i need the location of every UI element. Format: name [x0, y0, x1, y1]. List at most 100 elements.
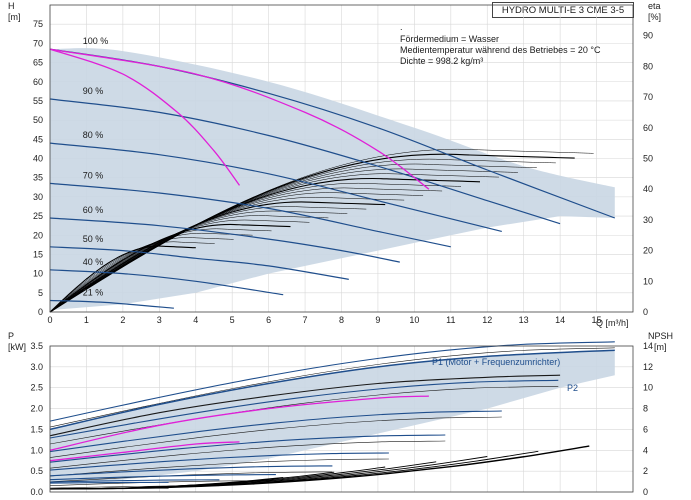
y2-tick-label: 40 [643, 184, 653, 194]
y-tick-label: 30 [33, 192, 43, 202]
p2-speed-curve-60 [49, 458, 389, 477]
speed-label: 70 % [83, 170, 104, 180]
p1-speed-curve-80 [49, 410, 502, 453]
y2-tick-label: 4 [643, 445, 648, 455]
p2-speed-curve-100 [49, 347, 615, 428]
y2-axis-label-eta: eta [648, 1, 661, 11]
y-tick-label: 5 [38, 288, 43, 298]
y-tick-label: 0.0 [30, 487, 43, 497]
speed-label: 50 % [83, 234, 104, 244]
y2-tick-label: 10 [643, 383, 653, 393]
y-tick-label: 45 [33, 134, 43, 144]
y2-tick-label: 80 [643, 61, 653, 71]
p1-speed-curve-70 [49, 434, 446, 463]
efficiency-curve [49, 210, 348, 313]
y-tick-label: 10 [33, 269, 43, 279]
p1-speed-curve-40 [49, 474, 276, 481]
operating-envelope [50, 48, 615, 311]
y-tick-label: 20 [33, 230, 43, 240]
x-tick-label: 7 [303, 315, 308, 325]
y2-tick-label: 0 [643, 307, 648, 317]
y-tick-label: 75 [33, 19, 43, 29]
p1-speed-curve-90 [49, 379, 559, 439]
top-plot-frame [49, 4, 634, 313]
y2-tick-label: 8 [643, 404, 648, 414]
y-tick-label: 2.0 [30, 404, 43, 414]
p1-speed-curve-30 [49, 479, 220, 483]
y-tick-label: 2.5 [30, 383, 43, 393]
y2-tick-label: 20 [643, 246, 653, 256]
y-axis-unit-h: [m] [8, 12, 21, 22]
y-axis-unit-p: [kW] [8, 342, 26, 352]
info-medium: Fördermedium = Wasser [400, 34, 499, 44]
y2-axis-label-npsh: NPSH [648, 331, 673, 341]
speed-curve-60 [49, 217, 400, 263]
y-tick-label: 70 [33, 38, 43, 48]
p1-series-label: P1 (Motor + Frequenzumrichter) [432, 357, 560, 367]
y-tick-label: 55 [33, 96, 43, 106]
bottom-plot-frame [49, 345, 634, 493]
info-density: Dichte = 998.2 kg/m³ [400, 56, 483, 66]
head-plot: 0 1 2 3 4 5 6 7 8 9 10 11 12 13 14 15051015202530354045… [33, 4, 653, 325]
p1-speed-curve-100 [49, 341, 615, 422]
speed-curve-21 [49, 299, 174, 309]
y2-tick-label: 14 [643, 341, 653, 351]
p2-speed-curve-90 [49, 386, 559, 445]
efficiency-curve [49, 237, 234, 313]
x-tick-label: 4 [193, 315, 198, 325]
x-tick-label: 1 [84, 315, 89, 325]
y2-tick-label: 6 [643, 424, 648, 434]
y2-tick-label: 60 [643, 123, 653, 133]
y-tick-label: 65 [33, 58, 43, 68]
x-axis-label-q: Q [m³/h] [596, 318, 629, 328]
highlight-power-curve [49, 441, 240, 462]
y2-axis-unit-npsh: [m] [654, 342, 667, 352]
p1-speed-curve-60 [49, 452, 389, 471]
highlight-power-curve [49, 395, 429, 451]
x-tick-label: 3 [157, 315, 162, 325]
speed-curve-50 [49, 246, 349, 280]
y-tick-label: 15 [33, 249, 43, 259]
speed-label: 80 % [83, 130, 104, 140]
x-tick-label: 13 [519, 315, 529, 325]
y2-tick-label: 10 [643, 276, 653, 286]
x-tick-label: 2 [120, 315, 125, 325]
p2-series-label: P2 [567, 383, 578, 393]
y-tick-label: 3.5 [30, 341, 43, 351]
y-tick-label: 1.5 [30, 424, 43, 434]
y2-tick-label: 70 [643, 92, 653, 102]
y-tick-label: 60 [33, 77, 43, 87]
info-temperature: Medientemperatur während des Betriebes =… [400, 45, 601, 55]
y-tick-label: 1.0 [30, 445, 43, 455]
x-tick-label: 0 [47, 315, 52, 325]
y-axis-label-h: H [8, 1, 15, 11]
y-tick-label: 50 [33, 115, 43, 125]
p1-speed-curve-50 [49, 465, 333, 477]
highlight-curve [49, 48, 430, 190]
speed-label: 40 % [83, 257, 104, 267]
x-tick-label: 11 [446, 315, 455, 325]
y2-tick-label: 90 [643, 31, 653, 41]
speed-label: 21 % [83, 287, 104, 297]
speed-curve-90 [49, 98, 561, 225]
y-tick-label: 0 [38, 307, 43, 317]
y-tick-label: 35 [33, 173, 43, 183]
power-npsh-plot: 0.0 0.5 1.0 1.5 2.0 2.5 3.0 3.5 0 2 4 6 8 10 12 14 [30, 341, 653, 497]
highlight-curve [49, 48, 241, 186]
p1-curve [49, 349, 615, 431]
npsh-curve [49, 445, 590, 490]
y-tick-label: 25 [33, 211, 43, 221]
info-dot: . [400, 22, 403, 32]
speed-label: 60 % [83, 205, 104, 215]
efficiency-curve [49, 201, 386, 313]
p2-speed-curve-50 [49, 471, 333, 483]
chart-title: HYDRO MULTI-E 3 CME 3-5 [492, 2, 634, 18]
efficiency-curve [49, 177, 481, 313]
y2-tick-label: 12 [643, 362, 653, 372]
p2-curve [49, 374, 561, 437]
x-tick-label: 8 [339, 315, 344, 325]
speed-label: 90 % [83, 86, 104, 96]
speed-curve-70 [49, 182, 451, 248]
y-tick-label: 40 [33, 154, 43, 164]
